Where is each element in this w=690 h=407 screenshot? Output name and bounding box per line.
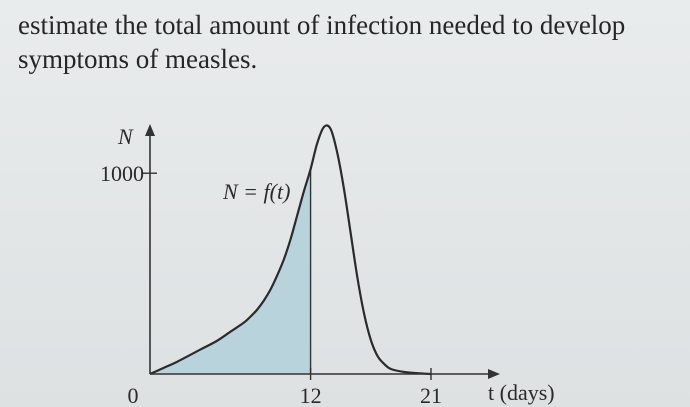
x-tick-label: 21 [420,383,442,407]
y-axis-label: N [117,124,134,149]
curve-layer [149,124,432,376]
shaded-area [150,169,311,374]
problem-text: estimate the total amount of infection n… [18,8,678,76]
x-tick-label: 12 [300,383,322,407]
x-tick-label: 0 [128,383,139,407]
tick-layer: 0 12 21 1000 [100,161,442,407]
y-tick-label: 1000 [100,161,144,186]
problem-text-line-2: symptoms of measles. [18,44,258,74]
problem-text-line-1: estimate the total amount of infection n… [18,10,626,40]
y-axis-arrow-icon [145,124,155,136]
axis-layer [145,124,500,379]
curve-label: N = f(t) [222,179,290,204]
shaded-area-layer [150,169,312,374]
series-line [149,124,432,376]
x-axis-label: t (days) [488,380,555,405]
x-axis-arrow-icon [488,369,500,379]
